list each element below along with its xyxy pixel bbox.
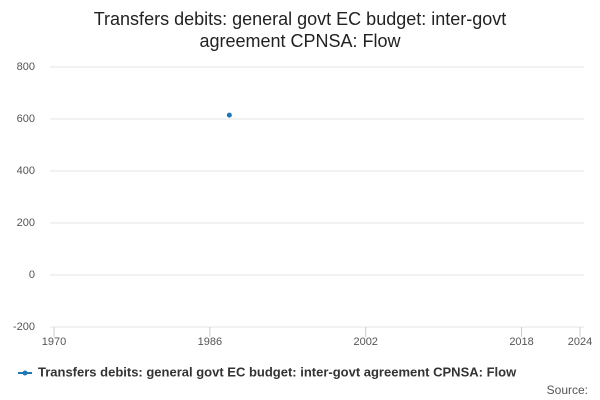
legend-label: Transfers debits: general govt EC budget… [38,364,517,379]
chart-title: Transfers debits: general govt EC budget… [93,9,507,51]
y-tick-label: 400 [17,165,35,177]
y-tick-label: 200 [17,217,35,229]
x-tick-label: 2018 [509,336,533,348]
x-tick-label: 2024 [568,336,592,348]
y-tick-label: 600 [17,113,35,125]
y-tick-label: 800 [17,61,35,73]
source: Source: [547,383,588,397]
y-tick-label: -200 [13,321,35,333]
x-tick-label: 1986 [198,336,222,348]
legend-marker [22,370,28,376]
x-tick-label: 1970 [42,336,66,348]
x-tick-label: 2002 [353,336,377,348]
point [226,112,232,118]
y-tick-label: 0 [29,269,35,281]
